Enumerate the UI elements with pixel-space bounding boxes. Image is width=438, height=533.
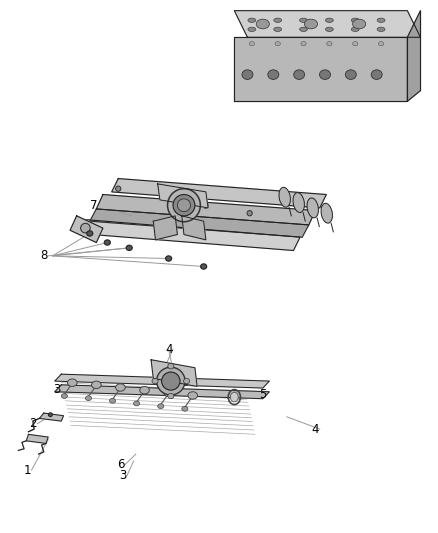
Ellipse shape <box>325 27 333 31</box>
Ellipse shape <box>164 389 173 397</box>
Ellipse shape <box>162 372 180 390</box>
Ellipse shape <box>203 203 208 208</box>
Polygon shape <box>158 184 208 208</box>
Ellipse shape <box>230 392 238 402</box>
Polygon shape <box>55 374 269 388</box>
Ellipse shape <box>301 42 306 46</box>
Text: 5: 5 <box>259 388 266 401</box>
Ellipse shape <box>134 401 140 406</box>
Ellipse shape <box>159 195 165 200</box>
Ellipse shape <box>85 395 92 401</box>
Ellipse shape <box>377 18 385 22</box>
Ellipse shape <box>242 70 253 79</box>
Ellipse shape <box>168 393 174 399</box>
Polygon shape <box>79 220 300 251</box>
Polygon shape <box>112 179 326 208</box>
Ellipse shape <box>300 18 307 22</box>
Polygon shape <box>70 216 103 243</box>
Ellipse shape <box>256 19 269 29</box>
Ellipse shape <box>184 378 190 384</box>
Polygon shape <box>26 434 48 443</box>
Polygon shape <box>39 413 64 421</box>
Ellipse shape <box>248 27 256 31</box>
Ellipse shape <box>371 70 382 79</box>
Text: 8: 8 <box>40 249 47 262</box>
Ellipse shape <box>61 393 67 399</box>
Ellipse shape <box>173 195 195 216</box>
Ellipse shape <box>307 198 318 218</box>
Ellipse shape <box>201 264 207 269</box>
Ellipse shape <box>351 27 359 31</box>
Polygon shape <box>151 360 197 386</box>
Ellipse shape <box>378 42 384 46</box>
Text: 2: 2 <box>29 417 37 430</box>
Ellipse shape <box>345 70 356 79</box>
Ellipse shape <box>274 18 282 22</box>
Ellipse shape <box>275 42 280 46</box>
Ellipse shape <box>87 231 93 236</box>
Ellipse shape <box>104 240 110 245</box>
Polygon shape <box>96 195 315 225</box>
Ellipse shape <box>182 406 188 411</box>
Ellipse shape <box>279 187 290 207</box>
Ellipse shape <box>353 42 358 46</box>
Ellipse shape <box>140 386 149 394</box>
Ellipse shape <box>81 223 90 233</box>
Ellipse shape <box>274 27 282 31</box>
Ellipse shape <box>67 379 77 386</box>
Polygon shape <box>234 37 407 101</box>
Ellipse shape <box>156 367 185 395</box>
Ellipse shape <box>110 398 116 403</box>
Polygon shape <box>55 385 269 399</box>
Ellipse shape <box>304 19 318 29</box>
Ellipse shape <box>319 70 330 79</box>
Ellipse shape <box>177 199 191 212</box>
Text: 3: 3 <box>119 469 126 482</box>
Ellipse shape <box>353 19 366 29</box>
Ellipse shape <box>126 245 132 251</box>
Ellipse shape <box>293 192 304 213</box>
Ellipse shape <box>188 392 198 399</box>
Ellipse shape <box>248 18 256 22</box>
Polygon shape <box>407 11 420 101</box>
Polygon shape <box>90 209 309 237</box>
Ellipse shape <box>166 256 172 261</box>
Polygon shape <box>234 11 420 37</box>
Ellipse shape <box>167 189 200 222</box>
Polygon shape <box>153 216 177 240</box>
Text: 6: 6 <box>117 458 124 471</box>
Ellipse shape <box>293 70 305 79</box>
Ellipse shape <box>327 42 332 46</box>
Ellipse shape <box>168 364 174 369</box>
Ellipse shape <box>351 18 359 22</box>
Ellipse shape <box>116 186 121 191</box>
Ellipse shape <box>377 27 385 31</box>
Text: 1: 1 <box>23 464 31 477</box>
Text: 4: 4 <box>311 423 319 435</box>
Text: 7: 7 <box>90 199 98 212</box>
Ellipse shape <box>249 42 254 46</box>
Ellipse shape <box>325 18 333 22</box>
Text: 4: 4 <box>165 343 173 356</box>
Ellipse shape <box>158 404 164 408</box>
Polygon shape <box>182 216 206 240</box>
Ellipse shape <box>300 27 307 31</box>
Ellipse shape <box>116 384 125 391</box>
Text: 3: 3 <box>53 383 60 395</box>
Ellipse shape <box>152 378 158 384</box>
Ellipse shape <box>247 211 252 216</box>
Ellipse shape <box>49 413 53 417</box>
Ellipse shape <box>321 203 332 223</box>
Ellipse shape <box>92 381 101 389</box>
Ellipse shape <box>268 70 279 79</box>
